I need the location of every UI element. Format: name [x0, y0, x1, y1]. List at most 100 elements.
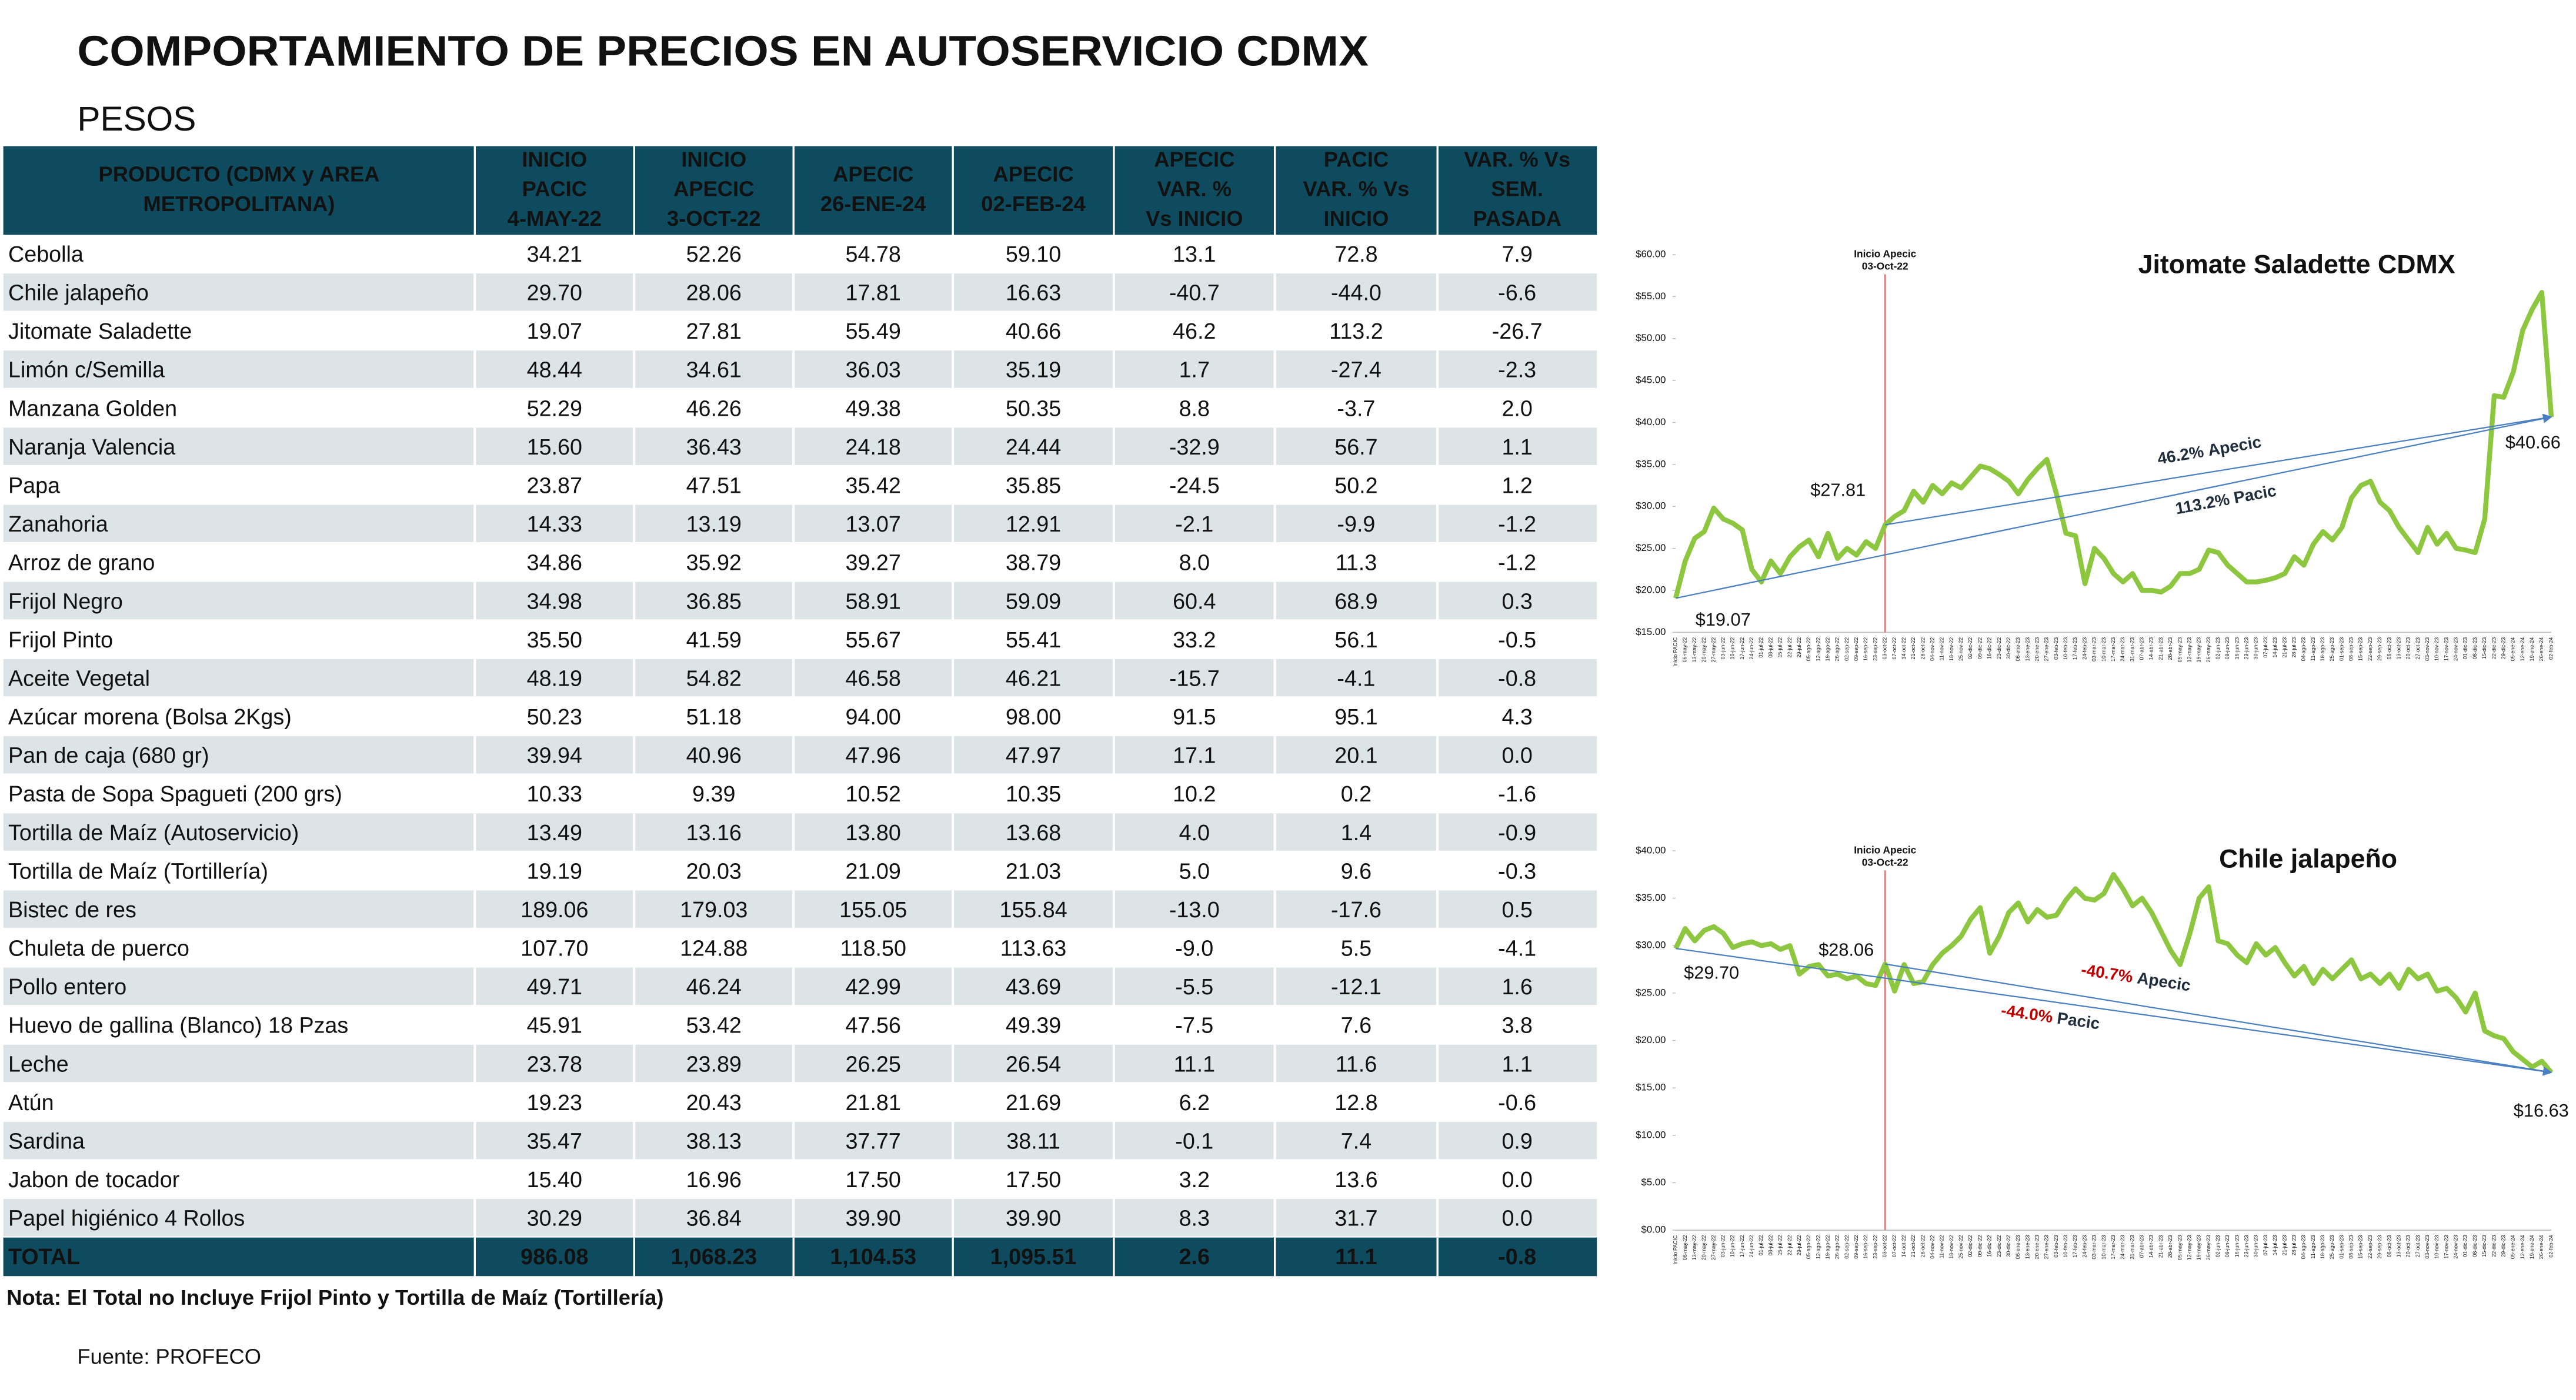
x-tick-label: 28-jul-23 — [2291, 637, 2297, 658]
x-tick-label: 17-mar-23 — [2110, 637, 2116, 661]
row-label: Azúcar morena (Bolsa 2Kgs) — [8, 704, 292, 729]
table-cell: 39.94 — [527, 743, 582, 768]
table-row-bg — [3, 774, 1597, 814]
table-row-bg — [3, 235, 1597, 274]
table-cell: -13.0 — [1169, 897, 1220, 922]
table-cell: 38.11 — [1006, 1128, 1060, 1153]
x-tick-label: 17-feb-23 — [2072, 637, 2078, 660]
row-label: Chuleta de puerco — [8, 936, 189, 961]
table-cell: 15.40 — [527, 1167, 582, 1192]
point-label: $27.81 — [1810, 479, 1866, 500]
table-cell: 38.79 — [1006, 550, 1061, 575]
x-tick-label: 28-oct-22 — [1920, 1235, 1926, 1258]
table-cell: -2.3 — [1498, 357, 1536, 382]
x-tick-label: 28-jul-23 — [2291, 1235, 2297, 1256]
x-tick-label: 13-ene-23 — [2024, 1235, 2030, 1259]
x-tick-label: 02-dic-22 — [1967, 1235, 1973, 1257]
x-tick-label: 02-feb-24 — [2548, 637, 2554, 660]
table-cell: 50.23 — [527, 704, 582, 729]
point-label: $16.63 — [2514, 1100, 2569, 1121]
table-cell: 98.00 — [1006, 704, 1061, 729]
x-tick-label: 15-sep-23 — [2358, 637, 2364, 661]
table-cell: 15.60 — [527, 435, 582, 459]
table-cell: 36.03 — [846, 357, 901, 382]
x-tick-label: 16-dic-22 — [1987, 1235, 1993, 1257]
x-tick-label: 27-ene-23 — [2044, 1235, 2050, 1259]
table-cell: 1.4 — [1341, 820, 1372, 845]
table-cell: 34.21 — [527, 242, 582, 266]
x-tick-label: 10-mar-23 — [2101, 1235, 2107, 1259]
x-tick-label: 15-dic-23 — [2481, 637, 2487, 659]
x-tick-label: 27-may-22 — [1710, 1235, 1716, 1261]
row-label: Tortilla de Maíz (Tortillería) — [8, 858, 268, 883]
x-tick-label: 23-jun-23 — [2244, 1235, 2250, 1258]
table-cell: 59.09 — [1006, 589, 1061, 613]
table-cell: 0.3 — [1501, 589, 1532, 613]
table-cell: 47.96 — [846, 743, 901, 768]
x-tick-label: 14-oct-22 — [1901, 1235, 1907, 1258]
table-cell: 5.5 — [1341, 936, 1372, 961]
table-cell: 10.35 — [1006, 781, 1061, 806]
x-tick-label: 26-ago-22 — [1834, 637, 1840, 661]
x-tick-label: 22-sep-23 — [2367, 637, 2373, 661]
table-cell: -2.1 — [1175, 512, 1213, 536]
table-cell: 72.8 — [1334, 242, 1377, 266]
x-tick-label: 10-jun-22 — [1730, 637, 1736, 660]
table-cell: 107.70 — [520, 936, 588, 961]
table-cell: 41.59 — [686, 627, 742, 652]
table-row-bg — [3, 1199, 1597, 1238]
x-tick-label: 03-oct-22 — [1882, 1235, 1888, 1258]
y-tick-label: $40.00 — [1636, 416, 1666, 427]
table-cell: 37.77 — [846, 1128, 901, 1153]
x-tick-label: 16-sep-22 — [1863, 637, 1868, 661]
table-row-bg — [3, 1083, 1597, 1122]
x-tick-label: 07-jul-23 — [2263, 1235, 2268, 1256]
table-row-bg — [3, 736, 1597, 775]
row-label: Chile jalapeño — [8, 280, 149, 305]
table-cell: 20.43 — [686, 1090, 742, 1115]
table-cell: 34.61 — [686, 357, 742, 382]
x-tick-label: 20-may-22 — [1701, 1235, 1707, 1261]
table-cell: 20.03 — [686, 858, 742, 883]
x-tick-label: 04-nov-22 — [1930, 637, 1936, 661]
x-tick-label: 13-may-22 — [1691, 1235, 1697, 1261]
table-cell: -17.6 — [1331, 897, 1382, 922]
x-tick-label: 15-jul-22 — [1777, 637, 1783, 658]
x-tick-label: 10-feb-23 — [2063, 1235, 2068, 1258]
table-cell: 1.7 — [1179, 357, 1210, 382]
column-header: PRODUCTO (CDMX y AREA — [99, 162, 380, 186]
x-tick-label: 30-dic-22 — [2006, 1235, 2011, 1257]
y-tick-label: $55.00 — [1636, 290, 1666, 302]
x-tick-label: 26-ene-24 — [2538, 1235, 2544, 1259]
table-cell: 47.97 — [1006, 743, 1061, 768]
table-cell: 1.1 — [1501, 435, 1532, 459]
x-tick-label: 17-jun-22 — [1739, 637, 1745, 660]
row-label: Atún — [8, 1090, 54, 1115]
x-tick-label: 17-nov-23 — [2443, 1235, 2449, 1259]
y-tick-label: $40.00 — [1636, 844, 1666, 856]
table-cell: 0.0 — [1501, 1167, 1532, 1192]
x-tick-label: 03-mar-23 — [2091, 637, 2097, 661]
table-cell: 35.92 — [686, 550, 742, 575]
x-tick-label: 23-sep-22 — [1872, 637, 1878, 661]
x-tick-label: 30-dic-22 — [2006, 637, 2011, 659]
table-cell: 19.07 — [527, 319, 582, 343]
x-tick-label: 23-jun-23 — [2244, 637, 2250, 660]
table-row-bg — [3, 543, 1597, 582]
x-tick-label: 07-oct-22 — [1891, 637, 1897, 660]
table-cell: 36.85 — [686, 589, 742, 613]
row-label: Limón c/Semilla — [8, 357, 165, 382]
table-cell: 58.91 — [846, 589, 901, 613]
column-header: PACIC — [522, 177, 587, 201]
table-cell: 35.50 — [527, 627, 582, 652]
table-cell: 16.96 — [686, 1167, 742, 1192]
x-tick-label: 05-ene-24 — [2510, 1235, 2516, 1259]
y-tick-label: $30.00 — [1636, 940, 1666, 951]
x-tick-label: 03-nov-23 — [2424, 637, 2430, 661]
table-cell: 5.0 — [1179, 858, 1210, 883]
x-tick-label: 13-oct-23 — [2395, 1235, 2401, 1258]
x-tick-label: 06-may-22 — [1682, 1235, 1688, 1261]
table-cell: 94.00 — [846, 704, 901, 729]
column-header: INICIO — [522, 147, 587, 171]
column-header: METROPOLITANA) — [144, 192, 335, 216]
